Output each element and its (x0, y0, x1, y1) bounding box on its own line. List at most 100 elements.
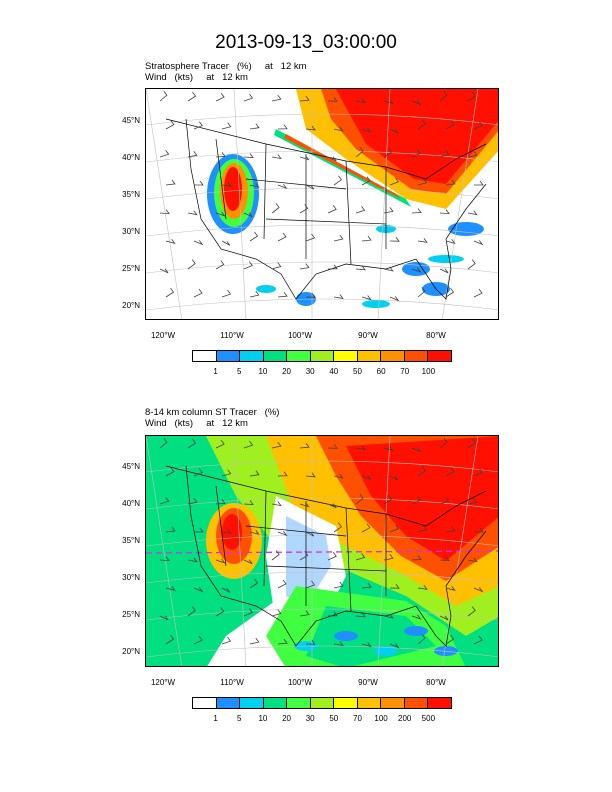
wind-barb (249, 123, 260, 130)
wind-barb (383, 207, 394, 214)
tracer-blob (224, 167, 242, 211)
longitude-line (377, 89, 391, 319)
lat-label: 20°N (122, 647, 140, 656)
wind-barb (474, 527, 484, 533)
wind-barb (417, 238, 428, 243)
tracer-patch (434, 646, 458, 656)
wind-barb (361, 523, 371, 533)
wind-barb (333, 473, 344, 479)
wind-barb (277, 124, 288, 130)
wind-barb (193, 288, 203, 298)
wind-barb (411, 100, 422, 106)
wind-barb (277, 183, 288, 190)
tracer-patch (404, 626, 428, 636)
wind-barb (445, 120, 455, 130)
wind-barb (165, 634, 175, 645)
latitude-line (146, 187, 498, 200)
wind-barb (249, 182, 260, 188)
wind-barb (417, 585, 428, 590)
wind-barb (187, 557, 198, 563)
dashed-line (146, 550, 498, 554)
wind-barb (215, 211, 226, 217)
wind-barb (221, 289, 232, 298)
wind-barb (159, 437, 168, 449)
tracer-patch (448, 222, 484, 236)
wind-barb (327, 205, 337, 214)
latitude-line (146, 608, 498, 621)
lat-label: 30°N (122, 573, 140, 582)
wind-barb (165, 526, 176, 533)
wind-barb (473, 468, 483, 477)
wind-barb (445, 526, 456, 533)
colorbar-label: 30 (305, 367, 315, 376)
wind-barb (473, 288, 483, 298)
wind-barbs (159, 90, 484, 302)
wind-barb (277, 638, 288, 645)
lon-label: 80°W (426, 331, 446, 340)
colorbar-swatch (263, 351, 288, 361)
lat-lon-grid (146, 436, 498, 666)
wind-barb (305, 184, 315, 190)
wind-barb (439, 268, 449, 274)
wind-barb (277, 232, 287, 242)
wind-barb (361, 642, 372, 648)
wind-barb (473, 121, 483, 130)
wind-barb (439, 149, 450, 158)
colorbar-swatch (428, 698, 452, 708)
latitude-line (146, 113, 498, 126)
lat-label: 25°N (122, 264, 140, 273)
wind-barb (221, 122, 232, 130)
panel1-title-line2: Wind (kts) at 12 km (145, 72, 248, 83)
colorbar-label: 500 (421, 714, 436, 723)
colorbar-swatch (357, 351, 382, 361)
longitude-line (146, 436, 182, 666)
colorbar-label: 5 (237, 367, 242, 376)
wind-barb (417, 525, 428, 533)
colorbar-swatch (240, 351, 264, 361)
wind-barb (299, 551, 309, 561)
wind-barb (467, 606, 476, 617)
colorbar-swatch (404, 351, 429, 361)
wind-barb (411, 267, 422, 273)
panel1-map (145, 88, 499, 320)
panel1-colorbar (192, 350, 452, 362)
wind-barb (333, 641, 344, 646)
wind-barb (445, 287, 455, 298)
wind-barb (165, 586, 176, 591)
wind-barb (221, 240, 231, 246)
longitude-line (233, 89, 247, 319)
colorbar-swatch (310, 698, 335, 708)
lon-label: 90°W (358, 678, 378, 687)
wind-barb (355, 553, 366, 561)
wind-barb (193, 635, 203, 645)
tracer-band (306, 606, 436, 666)
wind-barb (221, 587, 231, 593)
wind-barb (333, 581, 344, 589)
colorbar-label: 10 (258, 367, 268, 376)
latitude-line (146, 497, 498, 510)
longitude-line (146, 89, 182, 319)
wind-barb (467, 557, 478, 563)
wind-barb (474, 180, 484, 186)
colorbar-label: 1 (213, 714, 218, 723)
wind-barb (361, 474, 372, 480)
wind-barb (383, 554, 394, 561)
wind-barb (327, 264, 338, 270)
wind-barb (194, 180, 204, 186)
wind-barb (215, 260, 225, 270)
wind-barb (361, 127, 372, 133)
wind-barb (215, 439, 225, 449)
wind-barb (243, 93, 254, 102)
colorbar-label: 100 (421, 367, 436, 376)
wind-barb (271, 501, 282, 507)
wind-barb (467, 259, 476, 270)
wind-barb (187, 606, 196, 617)
wind-barb (305, 233, 316, 242)
lat-label: 45°N (122, 116, 140, 125)
wind-barb (193, 468, 203, 477)
wind-barb (215, 558, 226, 564)
tracer-patch (362, 300, 390, 308)
wind-barb (221, 181, 232, 187)
wind-barb (165, 179, 176, 186)
wind-barb (249, 290, 260, 298)
